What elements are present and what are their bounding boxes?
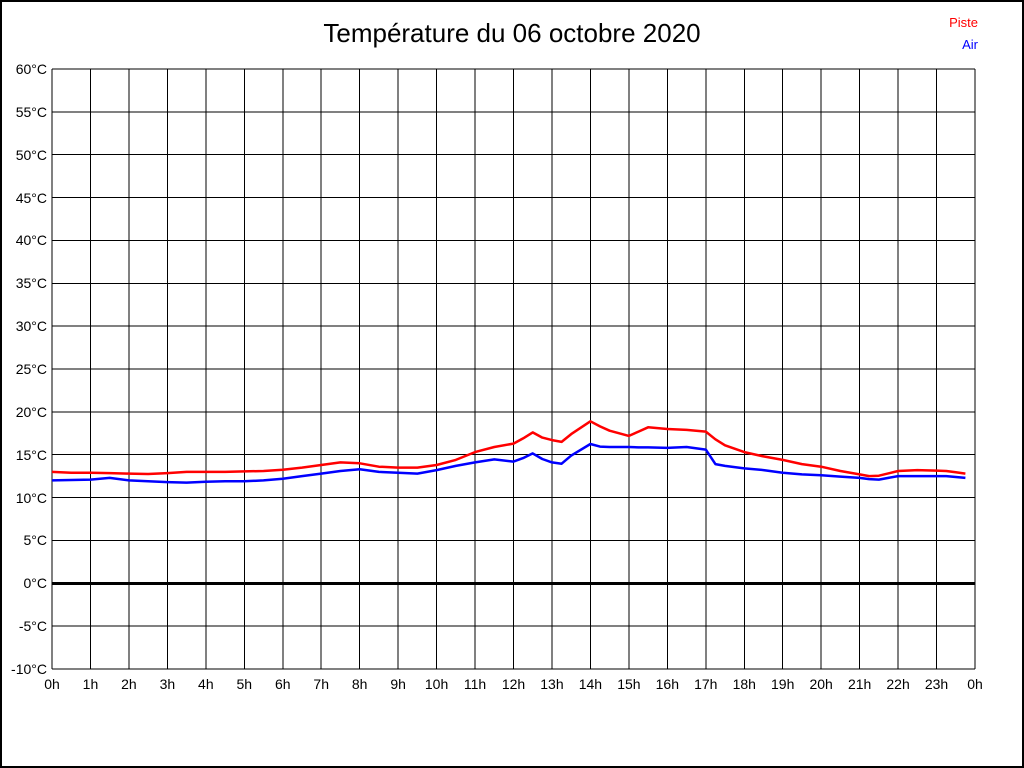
- legend-entry-air: Air: [962, 37, 978, 52]
- y-tick-label: 0°C: [23, 575, 48, 592]
- x-tick-label: 22h: [886, 676, 910, 692]
- y-tick-label: 25°C: [15, 361, 47, 377]
- legend-entry-piste: Piste: [949, 15, 978, 30]
- chart-title: Température du 06 octobre 2020: [323, 18, 701, 48]
- x-tick-label: 3h: [159, 676, 176, 692]
- y-tick-label: 45°C: [15, 189, 47, 206]
- x-tick-label: 9h: [390, 676, 406, 692]
- x-tick-label: 12h: [501, 676, 526, 692]
- series-line-piste: [51, 420, 966, 478]
- x-tick-label: 0h: [44, 676, 60, 692]
- x-tick-label: 19h: [771, 676, 795, 692]
- x-tick-label: 8h: [351, 676, 368, 692]
- y-tick-label: 20°C: [15, 403, 47, 420]
- x-tick-label: 10h: [424, 676, 449, 692]
- x-tick-label: 0h: [967, 676, 983, 692]
- y-tick-label: 50°C: [15, 146, 47, 163]
- x-tick-label: 5h: [236, 676, 253, 692]
- x-tick-label: 23h: [924, 676, 949, 692]
- x-tick-label: 21h: [847, 676, 872, 692]
- y-tick-label: 30°C: [15, 318, 47, 335]
- x-tick-label: 4h: [198, 676, 214, 692]
- x-tick-label: 16h: [655, 676, 679, 692]
- y-tick-label: 10°C: [15, 489, 47, 506]
- x-tick-label: 2h: [121, 676, 137, 692]
- y-tick-label: -10°C: [11, 661, 47, 677]
- x-tick-label: 18h: [732, 676, 756, 692]
- chart-legend: Piste Air: [949, 12, 978, 56]
- x-tick-label: 7h: [313, 676, 329, 692]
- x-tick-label: 14h: [578, 676, 603, 692]
- x-tick-label: 15h: [617, 676, 641, 692]
- y-tick-label: 60°C: [15, 61, 47, 77]
- y-tick-label: 40°C: [15, 232, 47, 249]
- y-tick-label: 15°C: [15, 446, 47, 463]
- y-tick-label: 5°C: [23, 532, 48, 549]
- series-line-air: [51, 442, 966, 484]
- y-tick-label: 55°C: [15, 103, 47, 120]
- x-tick-label: 20h: [809, 676, 833, 692]
- x-tick-label: 6h: [274, 676, 291, 692]
- x-tick-label: 11h: [463, 676, 487, 692]
- x-tick-label: 1h: [82, 676, 99, 692]
- y-tick-label: 35°C: [15, 275, 47, 292]
- y-tick-label: -5°C: [18, 618, 47, 635]
- x-tick-label: 13h: [540, 676, 564, 692]
- x-tick-label: 17h: [694, 676, 718, 692]
